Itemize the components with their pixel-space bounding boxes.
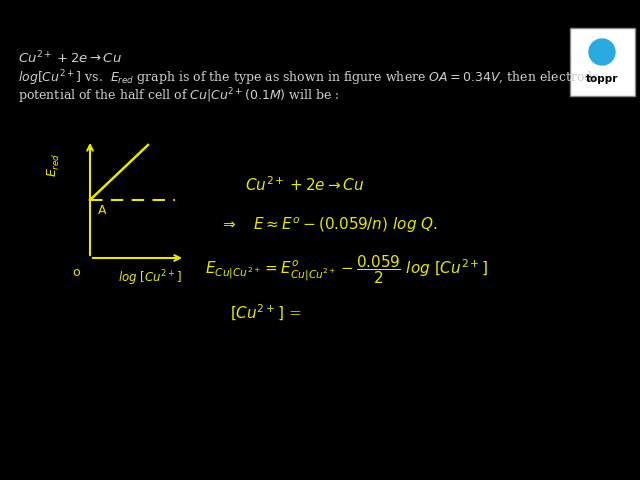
Text: $log[Cu^{2+}]$ vs.  $E_{red}$ graph is of the type as shown in figure where $OA : $log[Cu^{2+}]$ vs. $E_{red}$ graph is of… (18, 68, 600, 88)
Text: A: A (98, 204, 106, 217)
Text: $Cu^{2+} + 2e \rightarrow Cu$: $Cu^{2+} + 2e \rightarrow Cu$ (18, 50, 122, 67)
Circle shape (589, 39, 615, 65)
Text: $E_{Cu|Cu^{2+}} = E^{o}_{Cu|Cu^{2+}} - \dfrac{0.059}{2}\ log\ [Cu^{2+}]$: $E_{Cu|Cu^{2+}} = E^{o}_{Cu|Cu^{2+}} - \… (205, 253, 488, 286)
Text: $Cu^{2+}+2e \rightarrow Cu$: $Cu^{2+}+2e \rightarrow Cu$ (245, 175, 365, 194)
Text: potential of the half cell of $Cu|Cu^{2+}(0.1M)$ will be :: potential of the half cell of $Cu|Cu^{2+… (18, 86, 340, 106)
Text: $\Rightarrow$   $E \approx E^{o} - (0.059/n)$ $log$ $Q.$: $\Rightarrow$ $E \approx E^{o} - (0.059/… (220, 215, 438, 235)
Text: $E_{red}^{\ }$: $E_{red}^{\ }$ (45, 153, 62, 177)
Text: $log$ $[Cu^{2+}]$: $log$ $[Cu^{2+}]$ (118, 268, 182, 288)
FancyBboxPatch shape (570, 28, 635, 96)
Text: $[Cu^{2+}]$ =: $[Cu^{2+}]$ = (230, 303, 301, 323)
Text: o: o (72, 266, 80, 279)
Text: toppr: toppr (586, 74, 618, 84)
